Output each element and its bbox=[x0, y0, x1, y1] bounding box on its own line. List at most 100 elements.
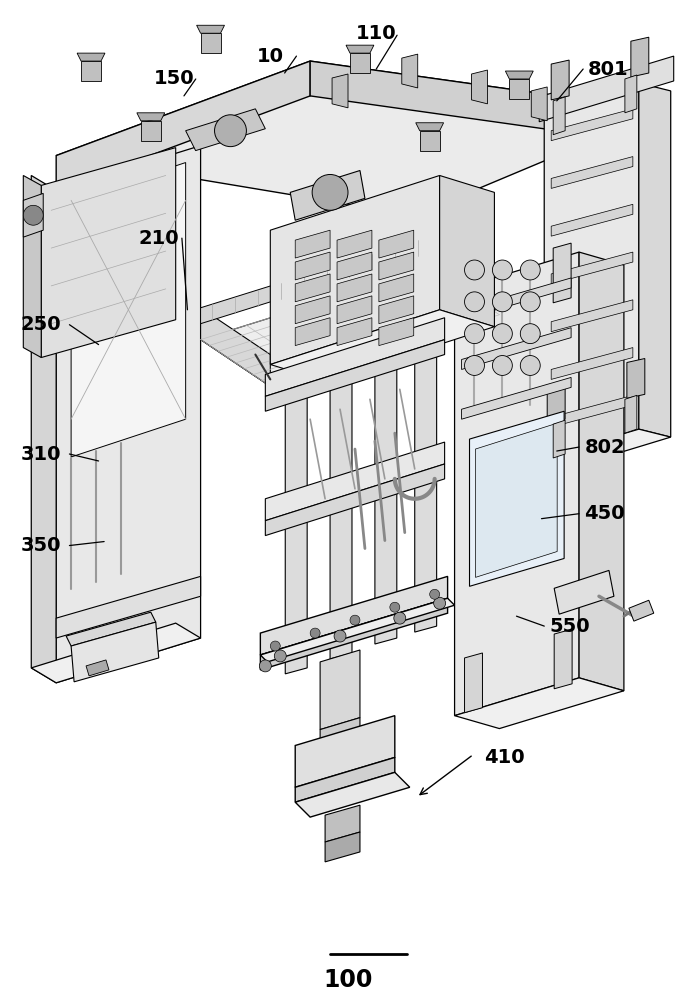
Circle shape bbox=[521, 292, 540, 312]
Polygon shape bbox=[56, 576, 201, 638]
Text: 100: 100 bbox=[324, 968, 373, 992]
Polygon shape bbox=[261, 576, 447, 655]
Circle shape bbox=[429, 589, 440, 599]
Circle shape bbox=[390, 602, 400, 612]
Polygon shape bbox=[551, 109, 633, 141]
Circle shape bbox=[312, 174, 348, 210]
Polygon shape bbox=[310, 61, 664, 146]
Polygon shape bbox=[71, 163, 185, 457]
Circle shape bbox=[350, 615, 360, 625]
Polygon shape bbox=[296, 757, 395, 802]
Polygon shape bbox=[31, 175, 56, 683]
Polygon shape bbox=[56, 61, 664, 215]
Polygon shape bbox=[325, 805, 360, 842]
Polygon shape bbox=[296, 716, 395, 787]
Polygon shape bbox=[461, 278, 571, 320]
Polygon shape bbox=[461, 328, 571, 369]
Polygon shape bbox=[553, 243, 571, 303]
Polygon shape bbox=[609, 101, 629, 121]
Circle shape bbox=[492, 324, 512, 344]
Polygon shape bbox=[141, 121, 161, 141]
Polygon shape bbox=[270, 310, 494, 381]
Polygon shape bbox=[137, 113, 164, 121]
Circle shape bbox=[464, 324, 484, 344]
Polygon shape bbox=[605, 93, 633, 101]
Text: 410: 410 bbox=[484, 748, 525, 767]
Polygon shape bbox=[296, 252, 330, 280]
Polygon shape bbox=[470, 411, 564, 586]
Text: 350: 350 bbox=[21, 536, 61, 555]
Polygon shape bbox=[547, 383, 565, 423]
Polygon shape bbox=[296, 772, 410, 817]
Polygon shape bbox=[337, 318, 372, 346]
Polygon shape bbox=[71, 622, 159, 682]
Polygon shape bbox=[290, 171, 365, 220]
Polygon shape bbox=[201, 308, 270, 386]
Polygon shape bbox=[551, 204, 633, 236]
Polygon shape bbox=[544, 429, 671, 465]
Circle shape bbox=[23, 205, 43, 225]
Polygon shape bbox=[379, 252, 414, 280]
Polygon shape bbox=[86, 660, 109, 676]
Polygon shape bbox=[553, 420, 565, 458]
Polygon shape bbox=[375, 314, 397, 644]
Polygon shape bbox=[261, 598, 454, 662]
Polygon shape bbox=[332, 74, 348, 108]
Polygon shape bbox=[553, 97, 565, 135]
Polygon shape bbox=[551, 60, 569, 100]
Polygon shape bbox=[337, 274, 372, 302]
Polygon shape bbox=[544, 83, 639, 457]
Polygon shape bbox=[625, 395, 637, 433]
Polygon shape bbox=[475, 423, 557, 577]
Circle shape bbox=[521, 260, 540, 280]
Polygon shape bbox=[320, 650, 360, 730]
Text: 10: 10 bbox=[257, 47, 284, 66]
Polygon shape bbox=[77, 53, 105, 61]
Polygon shape bbox=[461, 377, 571, 419]
Polygon shape bbox=[56, 61, 310, 190]
Polygon shape bbox=[296, 296, 330, 324]
Text: 110: 110 bbox=[355, 24, 396, 43]
Polygon shape bbox=[639, 83, 671, 437]
Polygon shape bbox=[554, 629, 572, 689]
Polygon shape bbox=[551, 348, 633, 379]
Text: 210: 210 bbox=[138, 229, 178, 248]
Polygon shape bbox=[197, 25, 224, 33]
Polygon shape bbox=[23, 175, 41, 358]
Polygon shape bbox=[440, 175, 494, 327]
Polygon shape bbox=[296, 274, 330, 302]
Polygon shape bbox=[627, 359, 645, 398]
Polygon shape bbox=[379, 274, 414, 302]
Text: 250: 250 bbox=[21, 315, 61, 334]
Polygon shape bbox=[401, 54, 418, 88]
Circle shape bbox=[310, 628, 320, 638]
Polygon shape bbox=[551, 252, 633, 284]
Polygon shape bbox=[325, 832, 360, 862]
Polygon shape bbox=[629, 600, 654, 621]
Polygon shape bbox=[350, 53, 370, 73]
Circle shape bbox=[215, 115, 247, 147]
Polygon shape bbox=[346, 45, 374, 53]
Circle shape bbox=[275, 650, 286, 662]
Circle shape bbox=[394, 612, 406, 624]
Polygon shape bbox=[429, 236, 499, 315]
Polygon shape bbox=[330, 329, 352, 659]
Polygon shape bbox=[337, 296, 372, 324]
Circle shape bbox=[521, 324, 540, 344]
Polygon shape bbox=[56, 146, 201, 683]
Text: 801: 801 bbox=[588, 60, 629, 79]
Polygon shape bbox=[201, 33, 220, 53]
Polygon shape bbox=[415, 302, 436, 632]
Polygon shape bbox=[464, 653, 482, 713]
Polygon shape bbox=[285, 344, 307, 674]
Circle shape bbox=[259, 660, 271, 672]
Circle shape bbox=[492, 292, 512, 312]
Polygon shape bbox=[66, 612, 155, 646]
Text: 802: 802 bbox=[585, 438, 625, 457]
Polygon shape bbox=[337, 252, 372, 280]
Polygon shape bbox=[337, 230, 372, 258]
Polygon shape bbox=[201, 268, 499, 386]
Polygon shape bbox=[454, 252, 579, 716]
Polygon shape bbox=[185, 109, 266, 151]
Polygon shape bbox=[266, 442, 445, 521]
